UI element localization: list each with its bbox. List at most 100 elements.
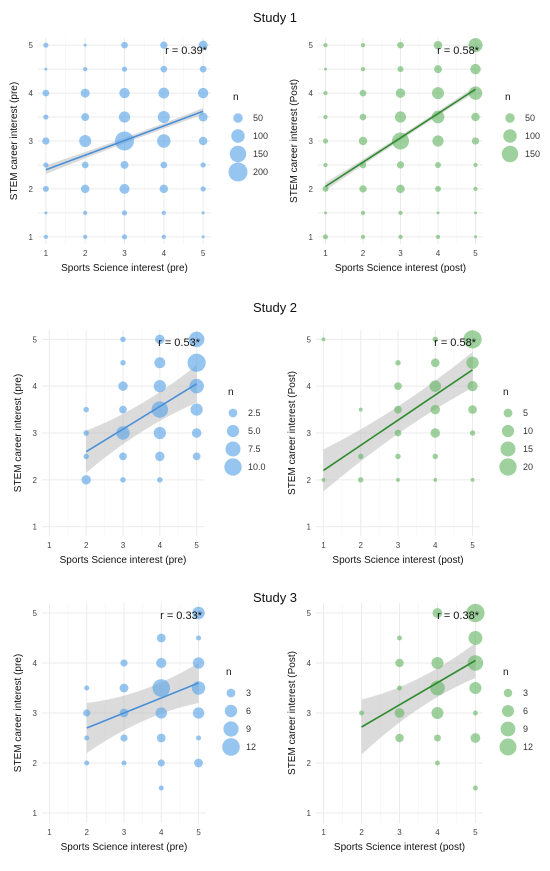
chart-panel-1: 1 2 3 4 5 1 2 3 4 5 r = 0.39* Sports Science intere… — [9, 38, 268, 274]
data-point — [394, 708, 405, 718]
fit-line — [85, 383, 198, 453]
y-tick-label: 3 — [29, 137, 34, 146]
data-point — [394, 429, 402, 437]
data-point — [430, 428, 441, 438]
data-point — [156, 657, 167, 669]
data-point — [323, 211, 328, 215]
data-point — [83, 67, 88, 72]
data-point — [81, 475, 91, 485]
data-point — [469, 681, 482, 695]
legend-label: 5 — [523, 408, 528, 418]
correlation-label: r = 0.58* — [437, 45, 480, 57]
data-point — [473, 186, 478, 192]
data-point — [435, 760, 440, 766]
y-tick-label: 4 — [33, 382, 38, 391]
legend-key — [224, 704, 238, 718]
legend-label: 9 — [246, 724, 251, 734]
x-tick-label: 5 — [201, 249, 206, 258]
y-tick-label: 4 — [29, 89, 34, 98]
data-point — [468, 631, 483, 645]
data-point — [116, 426, 130, 440]
data-point — [395, 360, 401, 366]
fit-line — [325, 88, 476, 188]
x-tick-label: 4 — [158, 541, 163, 550]
legend-label: 10 — [523, 426, 533, 436]
x-axis-label: Sports Science interest (pre) — [61, 842, 188, 853]
data-point — [121, 760, 127, 766]
y-axis-label: STEM career interest (Post) — [289, 79, 300, 203]
x-tick-label: 4 — [159, 828, 164, 837]
y-tick-label: 4 — [307, 659, 312, 668]
data-point — [473, 235, 478, 239]
confidence-band — [86, 365, 197, 473]
data-point — [463, 330, 482, 349]
data-point — [396, 184, 405, 194]
legend-label: 12 — [246, 742, 256, 752]
data-point — [468, 38, 483, 53]
data-point — [44, 211, 48, 215]
data-point — [429, 380, 442, 392]
data-point — [192, 452, 201, 461]
data-point — [360, 210, 366, 215]
legend-key — [501, 424, 515, 438]
legend-key — [503, 129, 517, 143]
data-point — [360, 67, 366, 72]
data-point — [358, 407, 363, 412]
legend-key — [501, 145, 519, 163]
y-tick-label: 2 — [307, 759, 312, 768]
data-point — [436, 211, 440, 215]
y-tick-label: 3 — [33, 709, 38, 718]
data-point — [121, 210, 128, 216]
legend-key — [228, 408, 238, 418]
data-point — [119, 183, 130, 194]
legend-key — [222, 738, 240, 756]
data-point — [157, 477, 163, 483]
size-legend: n 50 100 150 — [501, 92, 540, 163]
data-point — [83, 234, 88, 239]
confidence-band — [86, 663, 199, 753]
data-point — [198, 136, 208, 146]
size-legend: n 2.5 5.0 7.5 10.0 — [224, 387, 266, 476]
x-axis-label: Sports Science interest (post) — [335, 263, 466, 274]
legend-title: n — [503, 387, 509, 398]
data-point — [435, 234, 441, 239]
data-point — [157, 134, 171, 148]
data-point — [201, 235, 205, 239]
data-point — [120, 360, 126, 366]
x-tick-label: 2 — [359, 541, 364, 550]
legend-title: n — [233, 92, 239, 103]
data-point — [44, 67, 48, 71]
data-point — [160, 161, 168, 169]
fit-line — [45, 110, 204, 171]
data-point — [151, 401, 169, 418]
x-tick-label: 1 — [47, 828, 52, 837]
data-point — [471, 112, 480, 122]
legend-key — [228, 162, 248, 182]
legend-key — [223, 721, 239, 737]
data-point — [432, 453, 439, 460]
data-point — [43, 162, 49, 168]
data-point — [118, 111, 131, 123]
data-point — [121, 41, 128, 49]
data-point — [196, 635, 202, 641]
legend-label: 200 — [253, 167, 268, 177]
data-point — [431, 110, 445, 124]
data-point — [120, 659, 128, 667]
x-tick-label: 4 — [436, 249, 441, 258]
legend-key — [500, 721, 516, 737]
correlation-label: r = 0.39* — [165, 45, 208, 57]
data-point — [188, 331, 205, 348]
x-tick-label: 4 — [435, 828, 440, 837]
data-point — [397, 66, 404, 73]
x-tick-label: 3 — [398, 249, 403, 258]
legend-key — [229, 145, 247, 163]
data-point — [467, 381, 478, 392]
data-point — [323, 114, 328, 120]
x-tick-label: 5 — [473, 828, 478, 837]
data-point — [157, 759, 165, 767]
data-point — [392, 132, 409, 150]
legend-label: 10.0 — [248, 462, 266, 472]
data-point — [394, 382, 402, 391]
x-tick-label: 4 — [162, 249, 167, 258]
